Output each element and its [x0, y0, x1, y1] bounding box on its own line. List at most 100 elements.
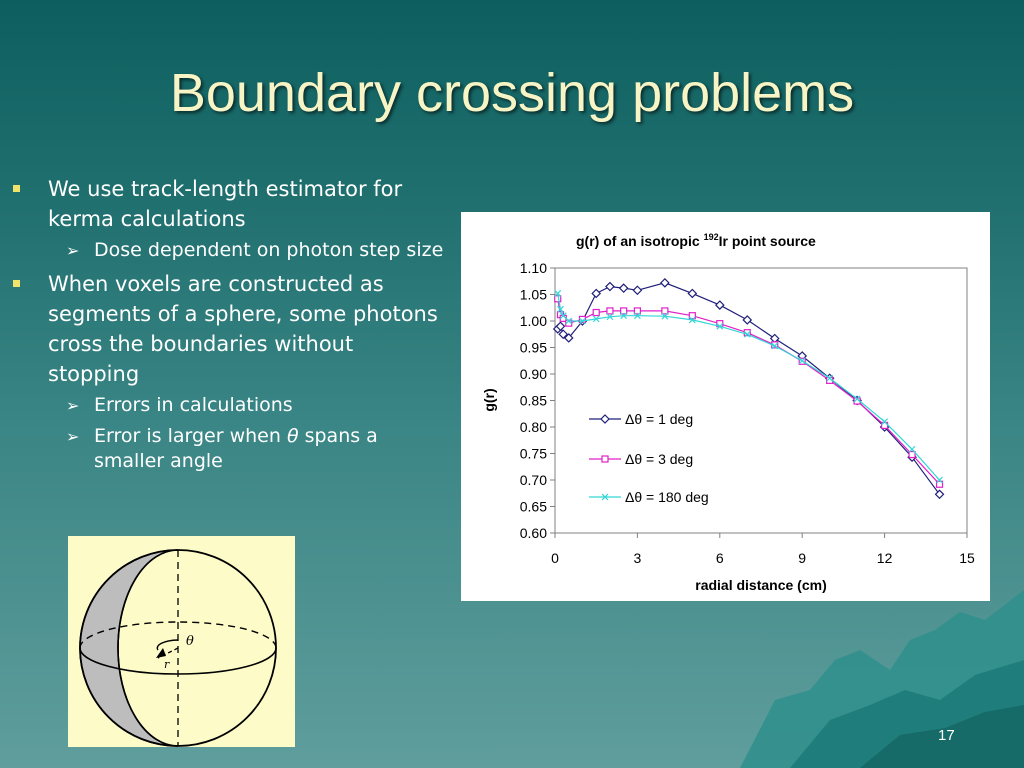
data-point — [688, 312, 696, 320]
data-point — [620, 312, 628, 320]
data-point — [620, 307, 628, 315]
x-tick-label: 12 — [877, 550, 893, 566]
legend-label: Δθ = 1 deg — [625, 411, 693, 427]
series-layer — [552, 277, 945, 500]
arrow-bullet-icon: ➢ — [66, 241, 80, 260]
square-bullet-icon — [13, 280, 20, 287]
data-point — [934, 489, 945, 500]
bullet-text: We use track-length estimator for kerma … — [48, 177, 403, 231]
data-point — [605, 281, 615, 292]
x-tick-label: 3 — [634, 550, 642, 566]
legend-label: Δθ = 180 deg — [625, 489, 709, 505]
sub-bullet-text-post: spans a smaller angle — [94, 425, 378, 472]
data-point — [743, 330, 751, 338]
data-point — [798, 357, 806, 365]
chart-title-sup: 192 — [704, 232, 719, 242]
y-tick-label: 1.05 — [520, 287, 547, 303]
x-tick-label: 6 — [716, 550, 724, 566]
data-point — [687, 288, 698, 299]
theta-arc — [156, 639, 179, 651]
data-point — [579, 317, 586, 325]
data-point — [742, 315, 753, 325]
y-tick-label: 0.70 — [520, 472, 547, 488]
data-point — [578, 315, 587, 324]
x-tick-label: 9 — [798, 550, 806, 566]
data-point — [563, 333, 574, 343]
x-axis-label: radial distance (cm) — [695, 577, 827, 593]
data-point — [688, 316, 696, 324]
sub-bullet-text-pre: Error is larger when — [94, 425, 287, 447]
data-point — [661, 307, 669, 315]
data-point — [606, 313, 614, 321]
data-point — [600, 414, 610, 424]
segment-inner-arc — [117, 549, 179, 747]
legend-item: Δθ = 3 deg — [589, 451, 693, 467]
data-point — [591, 288, 602, 299]
data-point — [559, 312, 567, 320]
arrow-bullet-icon: ➢ — [66, 396, 80, 415]
y-axis-label: g(r) — [481, 388, 497, 411]
series-line — [557, 282, 940, 495]
data-point — [565, 319, 573, 327]
y-tick-label: 0.95 — [520, 340, 547, 356]
data-point — [936, 476, 943, 484]
data-point — [632, 285, 643, 296]
data-point — [606, 307, 614, 315]
slide-title: Boundary crossing problems — [169, 63, 855, 123]
radius-line — [157, 647, 179, 659]
chart-title: g(r) of an isotropic 192Ir point source — [576, 232, 816, 249]
data-point — [908, 450, 916, 459]
data-point — [592, 308, 600, 317]
chart-title-pre: g(r) of an isotropic — [576, 233, 704, 249]
data-point — [660, 277, 670, 288]
chart-panel: g(r) of an isotropic 192Ir point source … — [461, 212, 990, 601]
sphere-diagram: θ r — [79, 549, 277, 747]
arrow-head-icon — [156, 648, 166, 658]
bullet-list: We use track-length estimator for kerma … — [10, 174, 450, 480]
sub-bullet-text: Dose dependent on photon step size — [94, 239, 444, 261]
legend-label: Δθ = 3 deg — [625, 451, 693, 467]
data-point — [826, 374, 834, 382]
data-point — [853, 395, 861, 403]
legend: Δθ = 1 deg Δθ = 3 deg Δθ = 180 deg — [589, 411, 709, 505]
bullet-voxels: When voxels are constructed as segments … — [10, 269, 450, 389]
data-point — [565, 317, 573, 325]
y-tick-label: 1.10 — [520, 260, 547, 276]
square-bullet-icon — [13, 185, 20, 192]
gr-chart: g(r) of an isotropic 192Ir point source … — [481, 232, 975, 593]
data-point — [554, 290, 562, 297]
data-point — [592, 315, 600, 323]
sphere-diagram-panel: θ r — [68, 536, 295, 747]
y-tick-label: 1.00 — [520, 313, 547, 329]
data-point — [771, 342, 779, 350]
sub-bullet-text: Errors in calculations — [94, 394, 293, 416]
series-line — [557, 293, 940, 481]
x-tick-label: 15 — [959, 550, 975, 566]
y-tick-label: 0.65 — [520, 499, 547, 515]
y-axis: 0.60 0.65 0.70 0.75 0.80 0.85 0.90 0.95 1.00 1.05… — [520, 260, 555, 541]
data-point — [555, 321, 566, 332]
data-point — [661, 312, 669, 320]
x-tick-label: 0 — [551, 550, 559, 566]
bullet-text: When voxels are constructed as segments … — [48, 272, 438, 386]
x-axis: 0 3 6 9 12 15 — [551, 533, 975, 566]
data-point — [618, 283, 629, 293]
data-point — [633, 312, 641, 320]
data-point — [743, 329, 751, 337]
y-tick-label: 0.75 — [520, 446, 547, 462]
sub-bullet-error-larger: ➢ Error is larger when θ spans a smaller… — [10, 424, 450, 474]
data-point — [557, 305, 564, 313]
y-tick-label: 0.90 — [520, 366, 547, 382]
legend-item: Δθ = 1 deg — [589, 411, 693, 427]
chart-title-post: Ir point source — [719, 233, 816, 249]
data-point — [935, 480, 944, 488]
sub-bullet-dose-dependent: ➢ Dose dependent on photon step size — [10, 238, 450, 263]
equator-back — [79, 621, 277, 649]
sphere-segment — [79, 549, 179, 747]
data-point — [881, 418, 889, 426]
y-tick-label: 0.85 — [520, 393, 547, 409]
series-3 — [554, 290, 943, 484]
y-tick-label: 0.80 — [520, 419, 547, 435]
data-point — [558, 329, 569, 340]
